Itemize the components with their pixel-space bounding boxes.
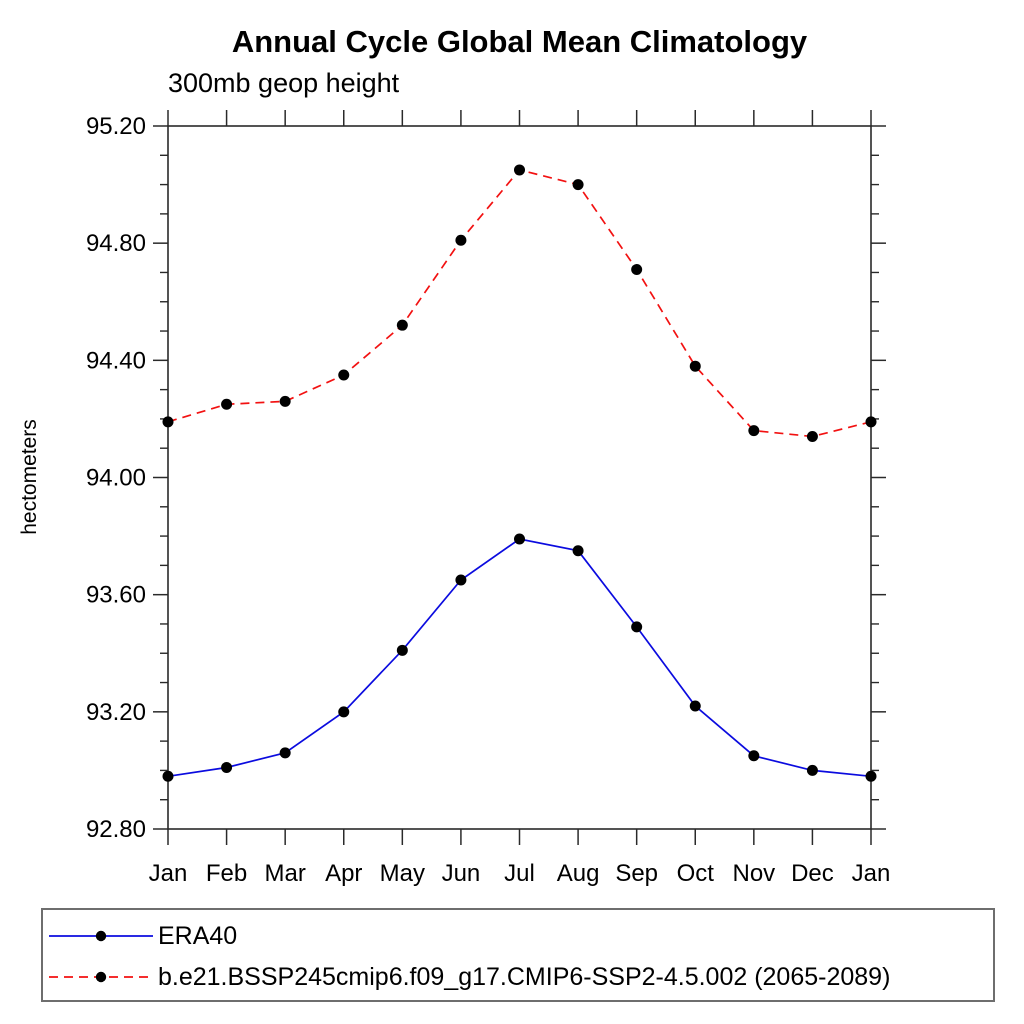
x-tick-label: Mar [264, 860, 305, 887]
data-point-marker [631, 264, 643, 276]
data-point-marker [162, 770, 174, 782]
x-tick-label: Nov [732, 860, 775, 887]
data-point-marker [572, 179, 584, 191]
series-line-1 [167, 168, 872, 438]
legend-label-era40: ERA40 [158, 921, 238, 950]
data-point-marker [221, 398, 233, 410]
data-point-marker [221, 761, 233, 773]
x-tick-label: Sep [615, 860, 658, 887]
data-point-marker [279, 395, 291, 407]
data-point-marker [338, 369, 350, 381]
y-tick-label: 94.40 [86, 347, 146, 374]
legend-label-model: b.e21.BSSP245cmip6.f09_g17.CMIP6-SSP2-4.… [158, 962, 891, 991]
data-point-marker [514, 533, 525, 545]
x-tick-label: Oct [677, 860, 715, 887]
data-point-marker [689, 360, 701, 372]
data-point-marker [865, 770, 877, 782]
data-point-marker [748, 750, 760, 762]
x-tick-label: Jan [149, 860, 188, 887]
data-point-marker [572, 545, 584, 557]
x-tick-label: Feb [206, 860, 247, 887]
data-point-marker [631, 621, 643, 633]
x-tick-label: Jun [442, 860, 481, 887]
model-line-sample [49, 971, 153, 983]
plot-box [167, 125, 872, 830]
y-tick-label: 92.80 [86, 816, 146, 843]
legend-marker-icon [95, 971, 107, 983]
data-point-marker [689, 700, 701, 712]
chart-subtitle: 300mb geop height [168, 68, 400, 98]
x-tick-label: Aug [557, 860, 600, 887]
series-line-0 [167, 538, 872, 778]
data-point-marker [396, 319, 408, 331]
legend-box: ERA40 b.e21.BSSP245cmip6.f09_g17.CMIP6-S… [41, 908, 995, 1002]
data-point-marker [279, 747, 291, 759]
data-point-marker [748, 425, 760, 437]
y-tick-label: 93.60 [86, 582, 146, 609]
data-point-marker [162, 416, 174, 428]
data-point-marker [396, 644, 408, 656]
data-point-marker [806, 764, 818, 776]
era40-line-sample [49, 930, 153, 942]
x-tick-label: Dec [791, 860, 834, 887]
x-tick-label: Jul [504, 860, 535, 887]
data-point-marker [514, 164, 525, 176]
data-point-marker [806, 430, 818, 442]
x-tick-label: May [380, 860, 425, 887]
data-point-marker [455, 234, 467, 246]
legend-item-model: b.e21.BSSP245cmip6.f09_g17.CMIP6-SSP2-4.… [47, 963, 890, 991]
y-tick-label: 95.20 [86, 113, 146, 140]
y-tick-label: 94.00 [86, 465, 146, 492]
data-point-marker [338, 706, 350, 718]
chart-title: Annual Cycle Global Mean Climatology [231, 24, 808, 59]
y-tick-label: 94.80 [86, 230, 146, 257]
data-point-marker [455, 574, 467, 586]
x-tick-label: Apr [325, 860, 362, 887]
data-point-marker [865, 416, 877, 428]
legend-marker-icon [95, 930, 107, 942]
x-tick-label: Jan [852, 860, 891, 887]
y-tick-label: 93.20 [86, 699, 146, 726]
legend-item-era40: ERA40 [47, 922, 237, 950]
